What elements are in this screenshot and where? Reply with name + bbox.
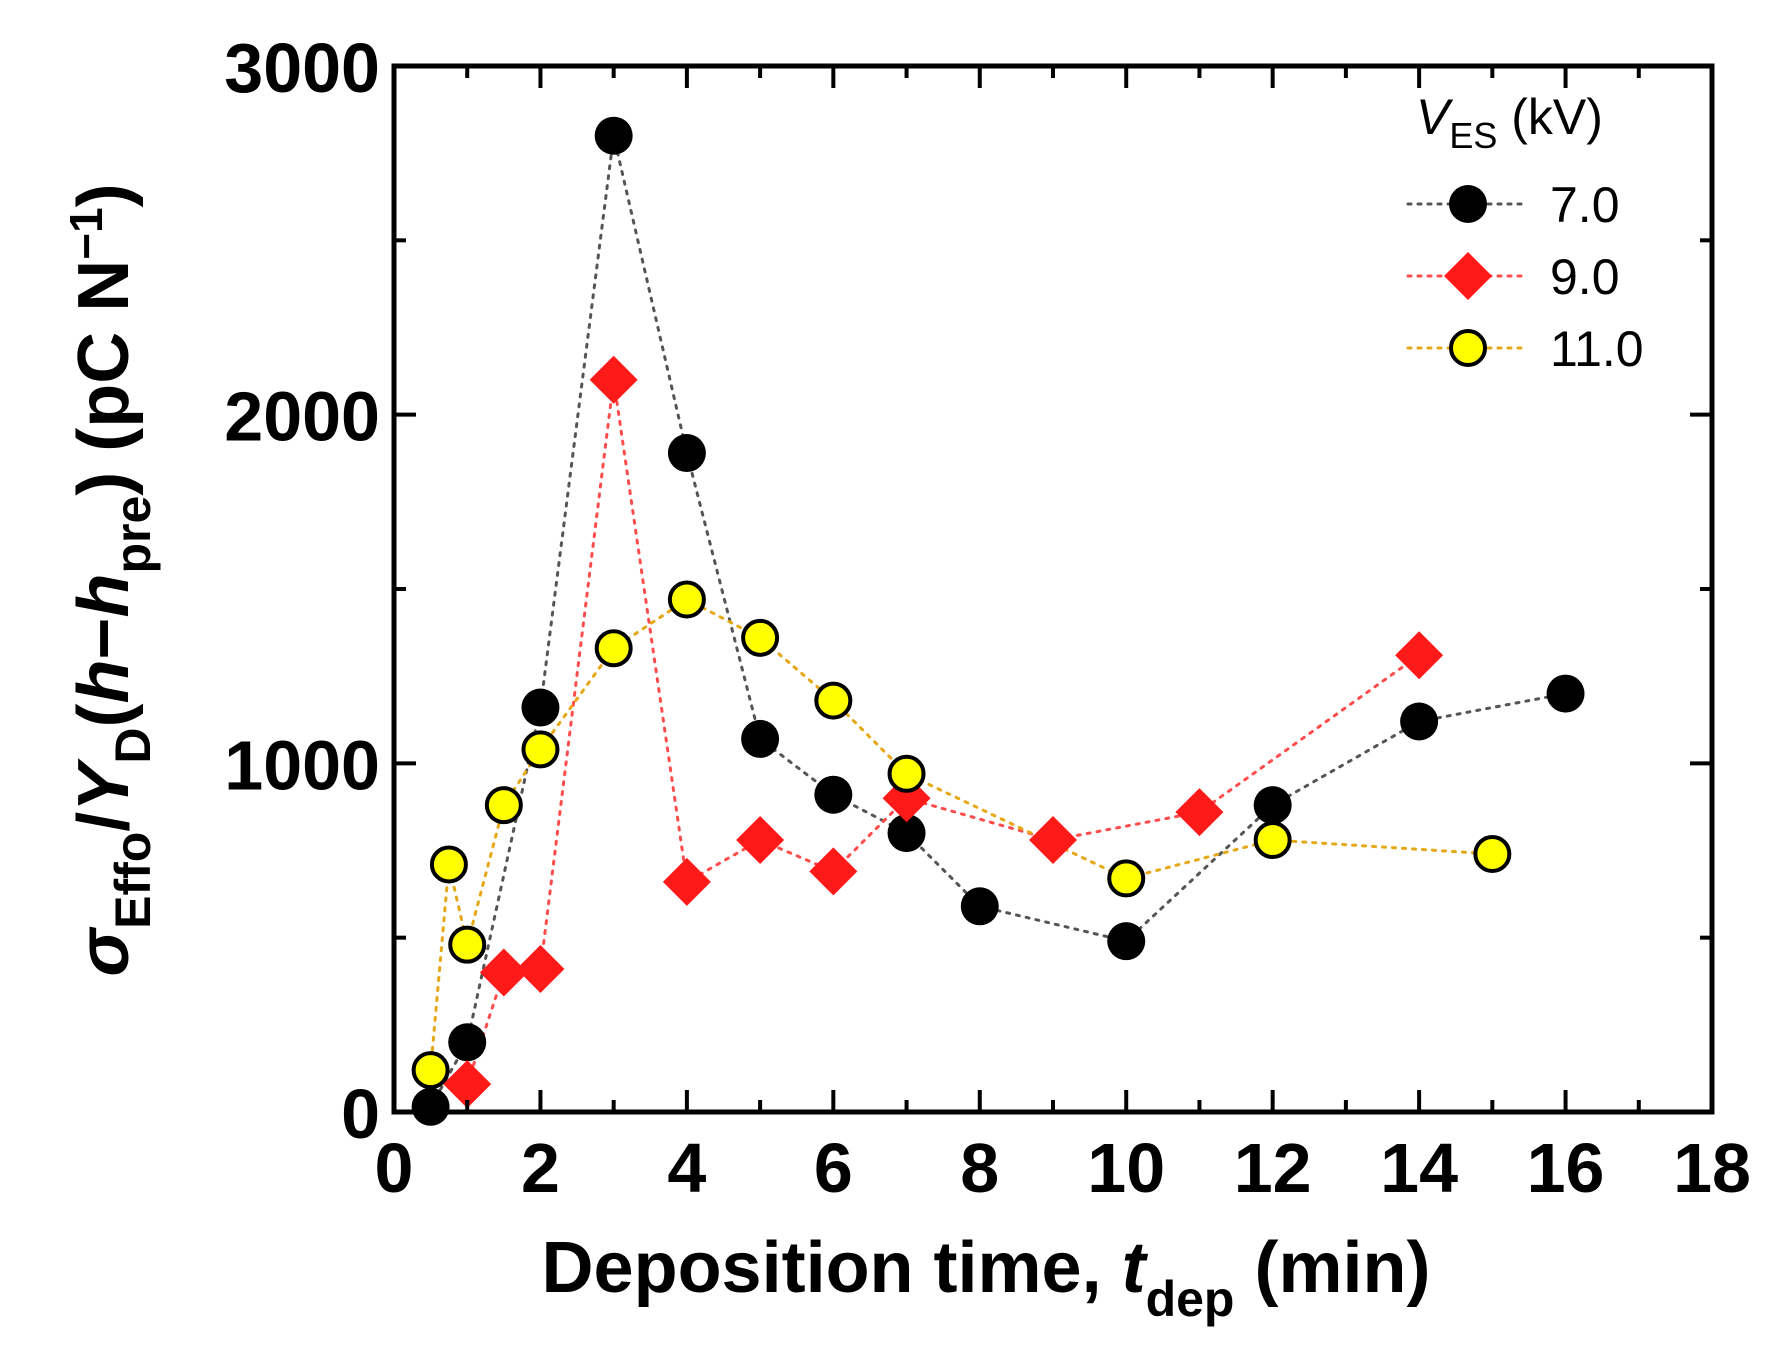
x-axis-title-sub: dep <box>1146 1271 1235 1327</box>
x-tick-label: 2 <box>521 1129 560 1207</box>
data-point-11.0 <box>887 754 926 793</box>
legend: VES (kV) 7.0 9.0 11.0 <box>1406 89 1644 377</box>
x-axis-title-unit: (min) <box>1234 1228 1430 1308</box>
legend-title: VES (kV) <box>1416 89 1603 156</box>
data-point-11.0 <box>667 580 706 619</box>
y-title-minus: − <box>64 618 144 660</box>
axis-ticks <box>392 64 1714 1114</box>
legend-title-var: V <box>1416 89 1454 145</box>
data-point-11.0 <box>1253 821 1292 860</box>
data-point-9.0 <box>736 816 785 865</box>
data-point-9.0 <box>589 355 638 404</box>
data-point-11.0 <box>448 925 487 964</box>
y-title-unit-open: (pC N <box>64 260 144 472</box>
data-point-11.0 <box>814 681 853 720</box>
data-point-9.0 <box>1395 631 1444 680</box>
data-point-9.0 <box>662 857 711 906</box>
legend-marker-9.0 <box>1444 252 1492 300</box>
y-title-h2: h <box>64 574 144 618</box>
data-point-9.0 <box>516 945 565 994</box>
data-point-9.0 <box>1175 788 1224 837</box>
series-line-9.0 <box>465 379 1421 1086</box>
data-point-7.0 <box>448 1023 487 1062</box>
data-point-7.0 <box>741 719 780 758</box>
plot-frame <box>391 63 1715 1115</box>
legend-marker-7.0 <box>1449 185 1487 223</box>
data-point-7.0 <box>814 775 853 814</box>
y-title-h2-sub: pre <box>105 496 161 574</box>
series-markers <box>411 116 1585 1126</box>
legend-title-sub: ES <box>1449 115 1497 156</box>
x-tick-label: 4 <box>667 1129 706 1207</box>
x-axis-title-var: t <box>1122 1228 1149 1308</box>
legend-label-9.0: 9.0 <box>1550 249 1620 305</box>
y-title-sigma: σ <box>64 926 144 977</box>
data-point-7.0 <box>887 814 926 853</box>
series-line-7.0 <box>429 135 1568 1109</box>
tick-labels: 0 2 4 6 8 10 12 14 16 18 0 1000 2000 3000 <box>224 29 1751 1207</box>
data-point-11.0 <box>741 618 780 657</box>
x-tick-label: 8 <box>960 1129 999 1207</box>
y-title-Y-sub: D <box>105 728 161 764</box>
data-point-7.0 <box>411 1087 450 1126</box>
x-tick-label: 16 <box>1527 1129 1605 1207</box>
data-point-11.0 <box>1473 834 1512 873</box>
series-line-11.0 <box>429 597 1494 1072</box>
data-point-7.0 <box>1400 702 1439 741</box>
x-axis-title-main: Deposition time, <box>542 1228 1122 1308</box>
y-title-paren-close: ) <box>64 472 144 496</box>
x-axis-title: Deposition time, tdep (min) <box>542 1228 1431 1327</box>
legend-label-11.0: 11.0 <box>1550 321 1644 377</box>
data-point-7.0 <box>960 887 999 926</box>
y-tick-label: 1000 <box>224 726 380 804</box>
y-title-h1: h <box>64 660 144 704</box>
data-point-9.0 <box>443 1060 492 1109</box>
data-point-11.0 <box>411 1051 450 1090</box>
series-lines <box>429 135 1568 1109</box>
data-point-9.0 <box>1029 816 1077 865</box>
y-tick-label: 2000 <box>224 378 380 456</box>
data-point-9.0 <box>479 948 528 997</box>
data-point-7.0 <box>594 116 633 155</box>
y-title-slash: / <box>64 812 144 832</box>
x-tick-label: 14 <box>1380 1129 1458 1207</box>
x-tick-label: 12 <box>1234 1129 1312 1207</box>
data-point-11.0 <box>594 629 633 668</box>
x-tick-label: 6 <box>814 1129 853 1207</box>
data-point-7.0 <box>1546 674 1585 713</box>
data-point-7.0 <box>521 688 560 727</box>
y-title-unit-sup: −1 <box>60 207 112 259</box>
data-point-7.0 <box>1253 786 1292 825</box>
y-axis-title: σEffo/YD(h−hpre) (pC N−1) <box>60 183 161 976</box>
legend-title-unit: (kV) <box>1497 89 1603 145</box>
y-title-paren-open: ( <box>64 704 144 728</box>
data-point-7.0 <box>667 434 706 473</box>
legend-marker-11.0 <box>1449 329 1487 367</box>
y-tick-label: 0 <box>341 1075 380 1153</box>
x-tick-label: 0 <box>375 1129 414 1207</box>
data-point-11.0 <box>1107 859 1146 898</box>
legend-label-7.0: 7.0 <box>1550 177 1620 233</box>
data-point-7.0 <box>1107 922 1146 961</box>
data-point-11.0 <box>521 730 560 769</box>
data-point-11.0 <box>429 845 468 884</box>
data-point-9.0 <box>809 847 858 896</box>
y-title-unit-close: ) <box>64 183 144 207</box>
data-point-11.0 <box>484 786 523 825</box>
x-tick-label: 18 <box>1673 1129 1751 1207</box>
y-title-Y: Y <box>64 758 144 812</box>
x-tick-label: 10 <box>1087 1129 1165 1207</box>
y-tick-label: 3000 <box>224 29 380 107</box>
y-title-sigma-sub: Effo <box>105 832 161 929</box>
